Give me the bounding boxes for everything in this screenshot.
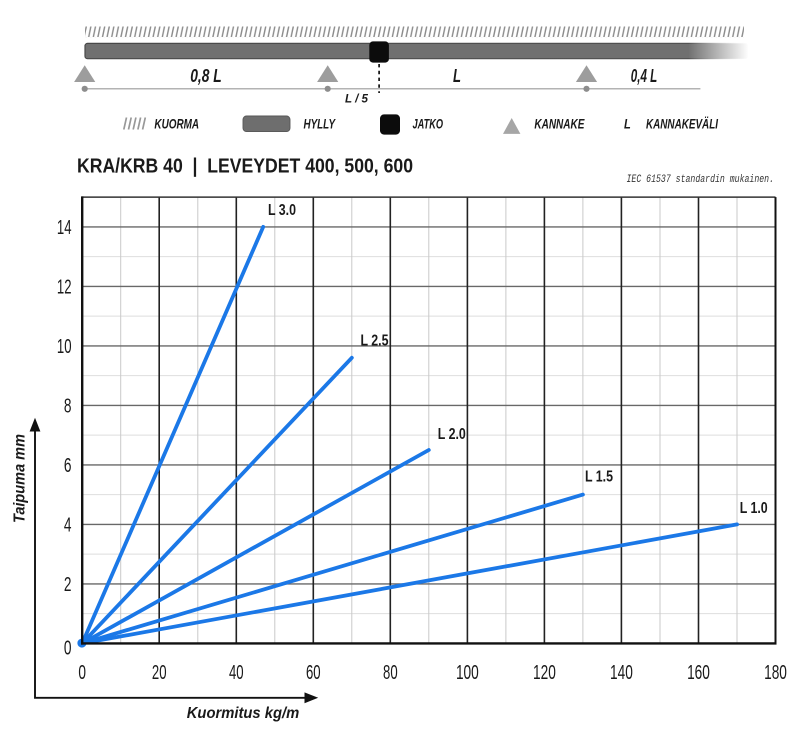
svg-text:2: 2 bbox=[64, 574, 72, 596]
svg-text:KUORMA: KUORMA bbox=[154, 117, 199, 132]
svg-text:KANNAKEVÄLI: KANNAKEVÄLI bbox=[646, 116, 719, 132]
svg-text:Kuormitus kg/m: Kuormitus kg/m bbox=[187, 705, 300, 722]
svg-text:4: 4 bbox=[64, 514, 72, 536]
svg-text:L 1.0: L 1.0 bbox=[740, 500, 768, 517]
svg-text:20: 20 bbox=[152, 662, 167, 684]
svg-text:0: 0 bbox=[78, 662, 86, 684]
svg-text:160: 160 bbox=[687, 662, 710, 684]
svg-text:14: 14 bbox=[57, 217, 72, 239]
svg-text:L: L bbox=[453, 66, 461, 86]
svg-text:0,4 L: 0,4 L bbox=[631, 66, 658, 86]
svg-text:L: L bbox=[624, 117, 631, 132]
svg-text:HYLLY: HYLLY bbox=[304, 117, 337, 132]
svg-text:10: 10 bbox=[57, 336, 72, 358]
svg-text:L 2.0: L 2.0 bbox=[438, 426, 466, 443]
svg-text:IEC 61537 standardin mukainen.: IEC 61537 standardin mukainen. bbox=[627, 174, 775, 186]
svg-text:JATKO: JATKO bbox=[413, 117, 444, 132]
svg-text:80: 80 bbox=[383, 662, 398, 684]
svg-text:180: 180 bbox=[764, 662, 787, 684]
svg-text:L 3.0: L 3.0 bbox=[268, 202, 296, 219]
svg-text:6: 6 bbox=[64, 455, 72, 477]
svg-text:40: 40 bbox=[229, 662, 244, 684]
svg-text:8: 8 bbox=[64, 395, 72, 417]
svg-text:L / 5: L / 5 bbox=[345, 93, 369, 105]
svg-text:0: 0 bbox=[64, 637, 72, 659]
svg-text:KANNAKE: KANNAKE bbox=[534, 117, 585, 132]
svg-text:140: 140 bbox=[610, 662, 633, 684]
svg-text:Taipuma mm: Taipuma mm bbox=[12, 434, 29, 523]
svg-text:L 1.5: L 1.5 bbox=[585, 469, 613, 486]
svg-text:L 2.5: L 2.5 bbox=[361, 333, 389, 350]
svg-text:12: 12 bbox=[57, 276, 72, 298]
svg-text:100: 100 bbox=[456, 662, 479, 684]
svg-text:KRA/KRB 40 | LEVEYDET 400, 5: KRA/KRB 40 | LEVEYDET 400, 500, 600 bbox=[77, 156, 413, 178]
svg-text:0,8 L: 0,8 L bbox=[190, 66, 222, 86]
svg-text:60: 60 bbox=[306, 662, 321, 684]
svg-text:120: 120 bbox=[533, 662, 556, 684]
